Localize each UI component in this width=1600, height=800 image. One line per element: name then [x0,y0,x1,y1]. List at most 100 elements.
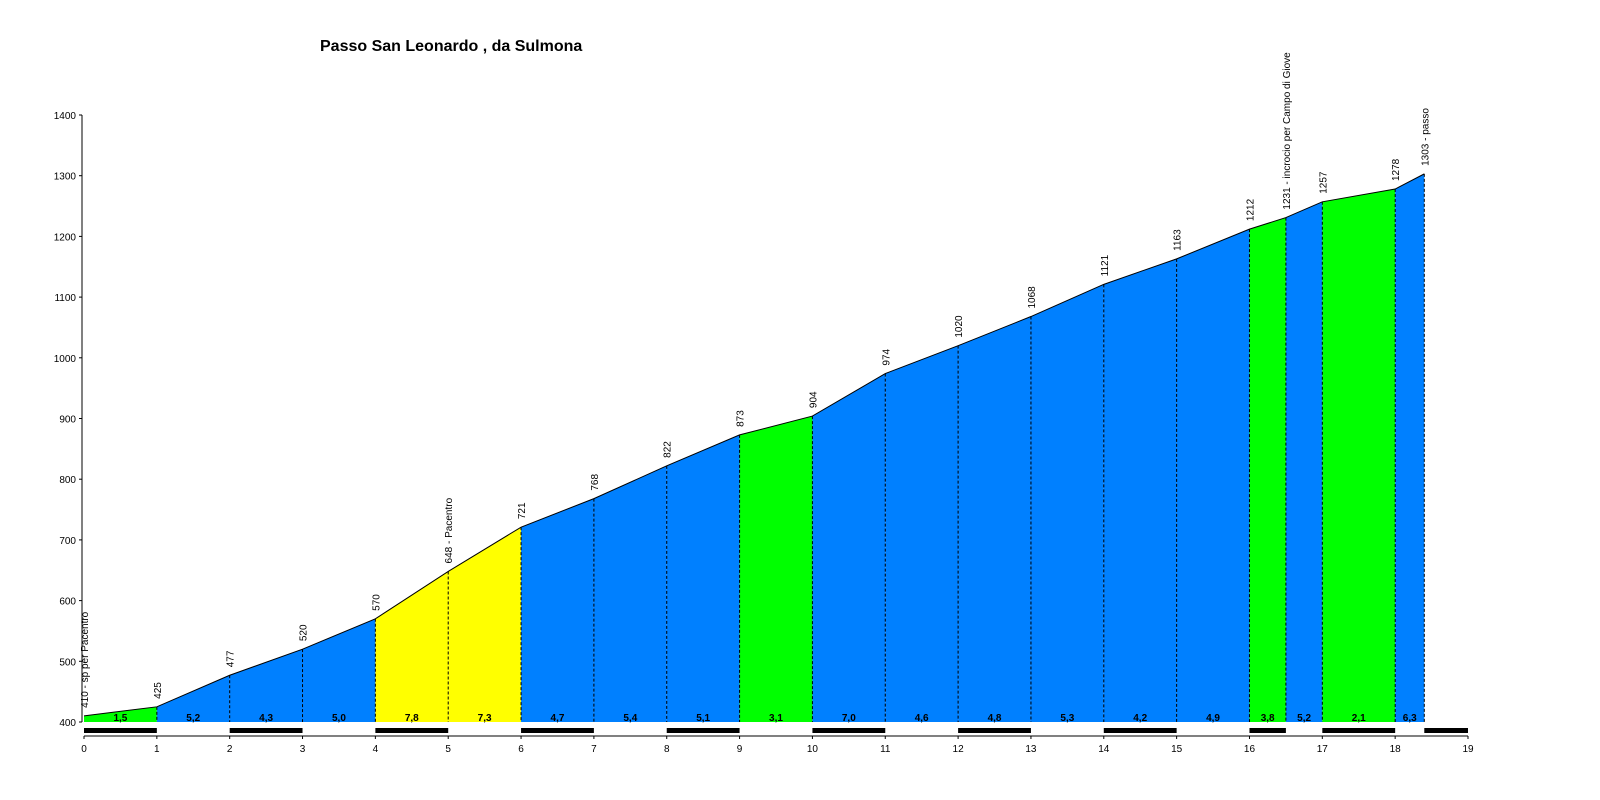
x-tick-label-8: 8 [664,744,670,755]
profile-segment-1 [156,675,230,722]
gradient-label-8: 5,1 [696,713,710,724]
gradient-label-5: 7,3 [478,713,492,724]
gradient-label-10: 7,0 [842,713,856,724]
gradient-label-2: 4,3 [259,713,273,724]
y-tick-label-10: 1400 [54,111,77,122]
profile-segment-19 [1395,173,1425,722]
x-tick-label-3: 3 [300,744,306,755]
profile-segment-11 [885,345,959,722]
elevation-label-0: 410 - sp per Pacentro [80,611,91,708]
profile-segment-10 [812,373,886,722]
distance-bar-block-8 [666,728,740,733]
profile-segment-17 [1285,201,1323,722]
elevation-label-16: 1212 [1245,198,1256,221]
profile-segment-14 [1103,258,1177,722]
distance-bar-block-6 [521,728,594,733]
gradient-label-9: 3,1 [769,713,783,724]
y-tick-label-3: 700 [59,536,76,547]
profile-segment-8 [666,434,740,722]
x-tick-label-19: 19 [1462,744,1474,755]
y-tick-label-0: 400 [59,718,76,729]
elevation-label-8: 822 [663,441,674,458]
x-tick-label-7: 7 [591,744,597,755]
elevation-label-10: 904 [808,391,819,408]
x-tick-label-13: 13 [1025,744,1037,755]
gradient-label-19: 6,3 [1403,713,1417,724]
elevation-label-20: 1303 - passo [1420,108,1431,166]
x-tick-label-1: 1 [154,744,160,755]
gradient-label-14: 4,2 [1133,713,1147,724]
gradient-label-7: 5,4 [623,713,637,724]
x-tick-label-0: 0 [81,744,87,755]
elevation-label-19: 1278 [1391,158,1402,181]
profile-segment-6 [521,498,594,722]
x-tick-label-9: 9 [737,744,743,755]
profile-segment-0 [84,706,157,722]
distance-bar-block-0 [84,728,157,733]
distance-bar-tail [1424,728,1468,733]
distance-bar-block-12 [958,728,1031,733]
distance-bar-block-14 [1103,728,1177,733]
profile-segment-5 [448,527,522,722]
x-tick-label-10: 10 [807,744,819,755]
y-tick-label-5: 900 [59,415,76,426]
profile-segment-13 [1030,284,1104,722]
gradient-label-17: 5,2 [1297,713,1311,724]
distance-bar-background [84,728,1468,733]
profile-line [83,173,1425,717]
elevation-label-5: 648 - Pacentro [444,497,455,563]
gradient-label-15: 4,9 [1206,713,1220,724]
profile-segment-16 [1249,217,1286,722]
elevation-label-2: 477 [226,650,237,667]
distance-bar-block-4 [375,728,449,733]
gradient-label-11: 4,6 [915,713,929,724]
x-tick-label-6: 6 [518,744,524,755]
distance-bar-block-2 [229,728,303,733]
elevation-label-13: 1068 [1027,286,1038,309]
gradient-label-16: 3,8 [1261,713,1275,724]
profile-segment-4 [375,571,449,722]
distance-bar-block-18 [1322,728,1396,733]
elevation-label-4: 570 [371,594,382,611]
gradient-label-6: 4,7 [551,713,565,724]
x-tick-label-17: 17 [1317,744,1329,755]
y-tick-label-4: 800 [59,475,76,486]
x-tick-label-14: 14 [1098,744,1110,755]
distance-bar-block-10 [812,728,886,733]
elevation-label-11: 974 [881,348,892,365]
x-tick-label-16: 16 [1244,744,1256,755]
x-tick-label-2: 2 [227,744,233,755]
x-tick-label-4: 4 [373,744,379,755]
profile-segment-9 [739,416,813,722]
elevation-label-9: 873 [736,410,747,427]
elevation-label-1: 425 [153,682,164,699]
elevation-label-3: 520 [299,624,310,641]
gradient-label-3: 5,0 [332,713,346,724]
y-tick-label-7: 1100 [54,293,76,304]
x-tick-label-15: 15 [1171,744,1183,755]
profile-segment-12 [958,316,1031,722]
profile-segment-15 [1176,229,1250,722]
elevation-label-6: 721 [517,502,528,519]
elevation-label-12: 1020 [954,315,965,338]
x-tick-label-12: 12 [953,744,965,755]
gradient-label-4: 7,8 [405,713,419,724]
y-tick-label-9: 1300 [54,172,77,183]
gradient-label-13: 5,3 [1060,713,1074,724]
x-tick-label-11: 11 [880,744,891,755]
profile-segment-3 [302,618,376,722]
y-tick-label-8: 1200 [54,232,77,243]
y-tick-label-1: 500 [59,657,76,668]
gradient-label-12: 4,8 [988,713,1002,724]
elevation-label-7: 768 [590,474,601,491]
profile-segment-7 [593,465,667,722]
elevation-label-15: 1163 [1173,229,1184,251]
chart-title: Passo San Leonardo , da Sulmona [320,38,583,55]
gradient-label-1: 5,2 [186,713,200,724]
distance-bar-block-16 [1249,728,1286,733]
elevation-label-18: 1257 [1318,171,1329,194]
x-tick-label-18: 18 [1390,744,1402,755]
y-tick-label-6: 1000 [54,354,77,365]
